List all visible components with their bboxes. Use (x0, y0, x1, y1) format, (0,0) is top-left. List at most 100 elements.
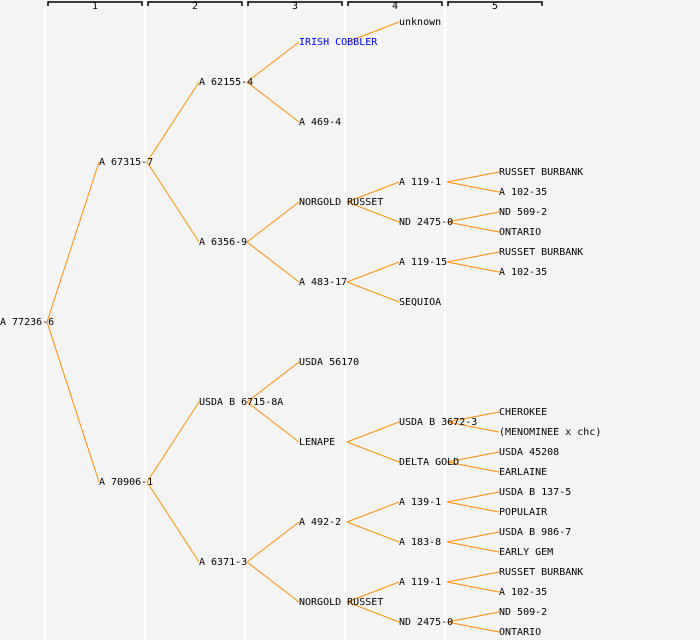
pedigree-node: CHEROKEE (499, 407, 547, 418)
pedigree-edge (346, 181, 400, 203)
pedigree-edge (446, 171, 500, 183)
pedigree-node: NORGOLD RUSSET (299, 597, 383, 608)
pedigree-node: USDA 45208 (499, 447, 559, 458)
generation-label: 2 (192, 1, 198, 12)
pedigree-edge (246, 521, 300, 563)
pedigree-edge (246, 241, 300, 283)
pedigree-edge (346, 201, 400, 223)
pedigree-edge (446, 501, 500, 513)
generation-bracket (347, 1, 443, 6)
pedigree-node: ND 509-2 (499, 207, 547, 218)
pedigree-node: ONTARIO (499, 627, 541, 638)
pedigree-edge (446, 251, 500, 263)
pedigree-node: A 492-2 (299, 517, 341, 528)
pedigree-node: A 77236-6 (0, 317, 54, 328)
pedigree-node: RUSSET BURBANK (499, 567, 583, 578)
pedigree-edge (446, 421, 500, 433)
pedigree-node: A 67315-7 (99, 157, 153, 168)
column-separators (44, 0, 446, 640)
pedigree-node: SEQUIOA (399, 297, 441, 308)
generation-bracket (247, 1, 343, 6)
pedigree-node: EARLAINE (499, 467, 547, 478)
pedigree-edge (446, 461, 500, 473)
pedigree-node: A 70906-1 (99, 477, 153, 488)
pedigree-edge (246, 201, 300, 243)
pedigree-edge (346, 581, 400, 603)
pedigree-edge (146, 401, 200, 483)
pedigree-edge (246, 561, 300, 603)
pedigree-node: LENAPE (299, 437, 335, 448)
pedigree-node: A 102-35 (499, 267, 547, 278)
pedigree-node: USDA B 6715-8A (199, 397, 283, 408)
pedigree-edge (446, 451, 500, 463)
pedigree-edge (446, 181, 500, 193)
pedigree-node: A 183-8 (399, 537, 441, 548)
pedigree-node: ONTARIO (499, 227, 541, 238)
generation-bracket (47, 1, 143, 6)
pedigree-edge (446, 611, 500, 623)
pedigree-node: A 6356-9 (199, 237, 247, 248)
pedigree-node: A 102-35 (499, 187, 547, 198)
pedigree-edge (346, 441, 400, 463)
pedigree-node: USDA B 3672-3 (399, 417, 477, 428)
pedigree-node: RUSSET BURBANK (499, 247, 583, 258)
generation-header: 1 2 3 4 5 (47, 1, 543, 12)
generation-label: 3 (292, 1, 298, 12)
pedigree-node: A 102-35 (499, 587, 547, 598)
pedigree-edge (446, 261, 500, 273)
pedigree-edge (246, 41, 300, 83)
pedigree-edge (246, 401, 300, 443)
pedigree-edge (346, 501, 400, 523)
pedigree-edge (446, 581, 500, 593)
nodes: A 77236-6 A 67315-7 A 62155-4 IRISH COBBLER… (0, 17, 601, 638)
pedigree-node: A 62155-4 (199, 77, 253, 88)
pedigree-edge (246, 81, 300, 123)
pedigree-node: A 119-1 (399, 577, 441, 588)
edges (46, 21, 500, 633)
pedigree-edge (446, 221, 500, 233)
pedigree-edge (46, 161, 100, 323)
pedigree-edge (146, 81, 200, 163)
pedigree-edge (446, 541, 500, 553)
pedigree-edge (146, 481, 200, 563)
pedigree-node: ND 509-2 (499, 607, 547, 618)
generation-label: 5 (492, 1, 498, 12)
pedigree-edge (46, 321, 100, 483)
generation-bracket (447, 1, 543, 6)
pedigree-edge (446, 411, 500, 423)
pedigree-node: ND 2475-0 (399, 617, 453, 628)
pedigree-edge (446, 571, 500, 583)
generation-label: 1 (92, 1, 98, 12)
pedigree-edge (146, 161, 200, 243)
pedigree-node: unknown (399, 17, 441, 28)
generation-label: 4 (392, 1, 398, 12)
pedigree-node: NORGOLD RUSSET (299, 197, 383, 208)
pedigree-node: A 469-4 (299, 117, 341, 128)
pedigree-node: A 139-1 (399, 497, 441, 508)
pedigree-edge (346, 281, 400, 303)
pedigree-edge (346, 261, 400, 283)
pedigree-node-link[interactable]: IRISH COBBLER (299, 37, 378, 48)
pedigree-edge (346, 21, 400, 43)
pedigree-edge (346, 521, 400, 543)
pedigree-node: A 483-17 (299, 277, 347, 288)
pedigree-node: USDA 56170 (299, 357, 359, 368)
pedigree-edge (446, 621, 500, 633)
pedigree-node: DELTA GOLD (399, 457, 459, 468)
pedigree-edge (346, 421, 400, 443)
pedigree-node: POPULAIR (499, 507, 548, 518)
generation-bracket (147, 1, 243, 6)
pedigree-node: A 119-15 (399, 257, 447, 268)
pedigree-node: EARLY GEM (499, 547, 553, 558)
pedigree-edge (246, 361, 300, 403)
pedigree-edge (446, 491, 500, 503)
pedigree-edge (446, 531, 500, 543)
pedigree-node: USDA B 986-7 (499, 527, 571, 538)
pedigree-node: RUSSET BURBANK (499, 167, 583, 178)
pedigree-edge (346, 601, 400, 623)
pedigree-node: A 6371-3 (199, 557, 247, 568)
pedigree-node: ND 2475-0 (399, 217, 453, 228)
pedigree-node: (MENOMINEE x chc) (499, 427, 601, 438)
